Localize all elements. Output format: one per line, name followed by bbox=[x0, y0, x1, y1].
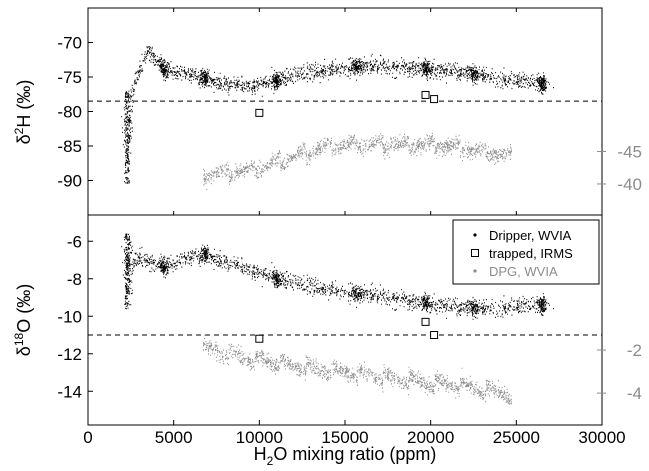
x-label-rest: O mixing ratio (ppm) bbox=[273, 444, 436, 464]
dripper-series-d18O bbox=[121, 233, 554, 320]
y-tick-label-d2H: -90 bbox=[57, 172, 82, 191]
y-label-top-sup: 2 bbox=[12, 127, 26, 134]
y-tick-label-d2H: -75 bbox=[57, 68, 82, 87]
dpg-series-d18O bbox=[203, 334, 513, 405]
trapped-irms-point-d2H bbox=[421, 90, 430, 99]
x-tick-label: 20000 bbox=[407, 428, 454, 447]
y-label-top: δ2H (‰) bbox=[12, 80, 34, 145]
y-label-top-main: δ bbox=[14, 134, 34, 144]
y-label-bottom-rest: O (‰) bbox=[14, 284, 34, 333]
y-tick-label-d18O: -10 bbox=[57, 307, 82, 326]
panel-top-frame bbox=[87, 7, 603, 216]
trapped-irms-point-d2H bbox=[430, 95, 439, 104]
legend-label-dpg: DPG, WVIA bbox=[489, 264, 558, 279]
y-tick-label-d18O: -6 bbox=[67, 232, 82, 251]
y-tick-label-d2H: -85 bbox=[57, 137, 82, 156]
legend-marker-dripper bbox=[473, 233, 477, 237]
trapped-irms-point-d18O bbox=[421, 317, 430, 326]
trapped-irms-point-d18O bbox=[255, 334, 264, 343]
x-tick-label: 25000 bbox=[493, 428, 540, 447]
y-label-top-rest: H (‰) bbox=[14, 80, 34, 128]
legend-label-dripper: Dripper, WVIA bbox=[489, 228, 572, 243]
y-label-bottom-main: δ bbox=[14, 346, 34, 356]
trapped-irms-point-d2H bbox=[255, 108, 264, 117]
x-tick-label: 15000 bbox=[321, 428, 368, 447]
x-tick-label: 10000 bbox=[236, 428, 283, 447]
x-label-sub: 2 bbox=[267, 454, 274, 468]
y-label-bottom: δ18O (‰) bbox=[12, 284, 34, 356]
legend-box bbox=[452, 219, 600, 285]
axes-layer: 0 5000 10000 15000 20000 25000 30000 -90 -85 -80 -… bbox=[57, 8, 642, 447]
right-tick-label-d18O: -4 bbox=[627, 384, 642, 403]
plot-layer bbox=[88, 46, 602, 405]
x-tick-label: 30000 bbox=[578, 428, 625, 447]
dpg-series-d2H bbox=[203, 132, 512, 191]
y-tick-label-d2H: -80 bbox=[57, 103, 82, 122]
x-label-main: H bbox=[254, 444, 267, 464]
y-tick-label-d2H: -70 bbox=[57, 34, 82, 53]
legend: Dripper, WVIA trapped, IRMS DPG, WVIA bbox=[452, 219, 600, 285]
dripper-series-d2H bbox=[121, 46, 554, 184]
legend-label-trapped: trapped, IRMS bbox=[489, 246, 573, 261]
right-tick-label-d2H: -45 bbox=[617, 143, 642, 162]
y-label-bottom-sup: 18 bbox=[12, 332, 26, 346]
right-tick-label-d18O: -2 bbox=[627, 341, 642, 360]
legend-marker-trapped bbox=[471, 249, 479, 257]
y-tick-label-d18O: -8 bbox=[67, 270, 82, 289]
x-tick-label: 5000 bbox=[155, 428, 193, 447]
y-tick-label-d18O: -14 bbox=[57, 382, 82, 401]
y-tick-label-d18O: -12 bbox=[57, 345, 82, 364]
trapped-irms-point-d18O bbox=[430, 331, 439, 339]
right-tick-label-d2H: -40 bbox=[617, 175, 642, 194]
x-axis-label: H2O mixing ratio (ppm) bbox=[254, 444, 437, 468]
x-tick-label: 0 bbox=[83, 428, 92, 447]
legend-marker-dpg bbox=[473, 269, 477, 273]
